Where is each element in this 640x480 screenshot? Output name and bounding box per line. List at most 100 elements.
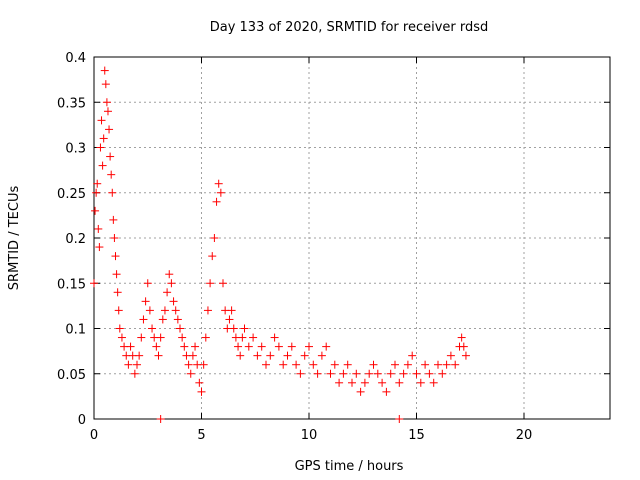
data-point <box>167 279 176 288</box>
data-point <box>309 360 318 369</box>
data-point <box>300 351 309 360</box>
data-point <box>257 342 266 351</box>
data-point <box>451 360 460 369</box>
data-point <box>378 378 387 387</box>
data-point <box>152 342 161 351</box>
data-point <box>143 279 152 288</box>
chart-title: Day 133 of 2020, SRMTID for receiver rds… <box>210 20 489 35</box>
data-point <box>141 297 150 306</box>
data-point <box>91 206 100 215</box>
data-point <box>322 342 331 351</box>
data-point <box>188 351 197 360</box>
data-point <box>191 342 200 351</box>
data-point <box>117 333 126 342</box>
data-point <box>135 351 144 360</box>
data-point <box>240 324 249 333</box>
data-point <box>391 360 399 369</box>
data-point <box>93 179 102 188</box>
data-point <box>339 369 348 378</box>
data-point <box>115 324 124 333</box>
data-point <box>203 306 212 315</box>
data-point <box>154 351 163 360</box>
data-point <box>459 342 468 351</box>
data-point <box>236 351 245 360</box>
y-tick-label: 0.2 <box>65 232 86 247</box>
data-point <box>244 342 253 351</box>
data-point <box>210 234 219 242</box>
data-point <box>296 369 305 378</box>
data-point <box>253 351 262 360</box>
data-point <box>206 279 215 288</box>
x-tick-label: 0 <box>90 428 98 443</box>
data-point <box>156 333 165 342</box>
plot-frame <box>93 56 611 420</box>
data-point <box>457 333 466 342</box>
data-point <box>124 360 133 369</box>
data-point <box>112 270 121 279</box>
data-point <box>425 369 434 378</box>
data-point <box>137 333 146 342</box>
data-point <box>96 143 105 152</box>
x-tick-label: 20 <box>516 428 533 443</box>
y-tick-label: 0 <box>78 413 86 428</box>
data-point <box>92 188 101 197</box>
data-point <box>201 333 210 342</box>
data-point <box>156 415 165 423</box>
data-point <box>395 378 404 387</box>
data-point <box>382 387 391 396</box>
x-axis-label: GPS time / hours <box>295 459 404 474</box>
data-point <box>95 243 104 252</box>
data-point <box>343 360 352 369</box>
data-point <box>199 360 208 369</box>
data-point <box>283 351 292 360</box>
data-point <box>219 279 227 288</box>
data-point <box>176 324 184 333</box>
data-point <box>105 125 114 134</box>
data-point <box>403 360 412 369</box>
data-point <box>279 360 288 369</box>
x-tick-label: 5 <box>197 428 205 443</box>
data-point <box>412 369 421 378</box>
data-point <box>133 360 141 369</box>
data-point <box>229 324 238 333</box>
data-point <box>178 333 187 342</box>
data-point <box>208 252 217 261</box>
data-point <box>216 188 225 197</box>
data-point <box>234 342 243 351</box>
data-point <box>442 360 451 369</box>
data-point <box>317 351 326 360</box>
data-point <box>145 306 154 315</box>
data-point <box>365 369 374 378</box>
data-point <box>360 378 369 387</box>
data-point <box>249 333 258 342</box>
y-axis-label: SRMTID / TECUs <box>7 186 22 291</box>
data-point <box>109 215 118 224</box>
data-point <box>416 378 425 387</box>
data-point <box>287 342 296 351</box>
data-point <box>313 369 322 378</box>
data-point <box>148 324 157 333</box>
data-point <box>262 360 270 369</box>
data-point <box>356 387 365 396</box>
data-point <box>373 369 382 378</box>
data-point <box>225 315 234 324</box>
data-point <box>461 351 470 360</box>
data-points <box>90 66 470 423</box>
data-point <box>101 80 110 89</box>
data-point <box>102 98 111 107</box>
data-point <box>348 378 356 387</box>
data-point <box>173 315 182 324</box>
data-point <box>292 360 301 369</box>
data-point <box>386 369 395 378</box>
data-point <box>330 360 339 369</box>
data-point <box>94 224 103 233</box>
data-point <box>171 306 180 315</box>
data-point <box>399 369 408 378</box>
data-point <box>352 369 361 378</box>
data-point <box>446 351 455 360</box>
data-point <box>113 288 122 297</box>
data-point <box>108 188 117 197</box>
data-point <box>100 66 109 75</box>
data-point <box>197 387 206 396</box>
x-tick-label: 10 <box>301 428 318 443</box>
